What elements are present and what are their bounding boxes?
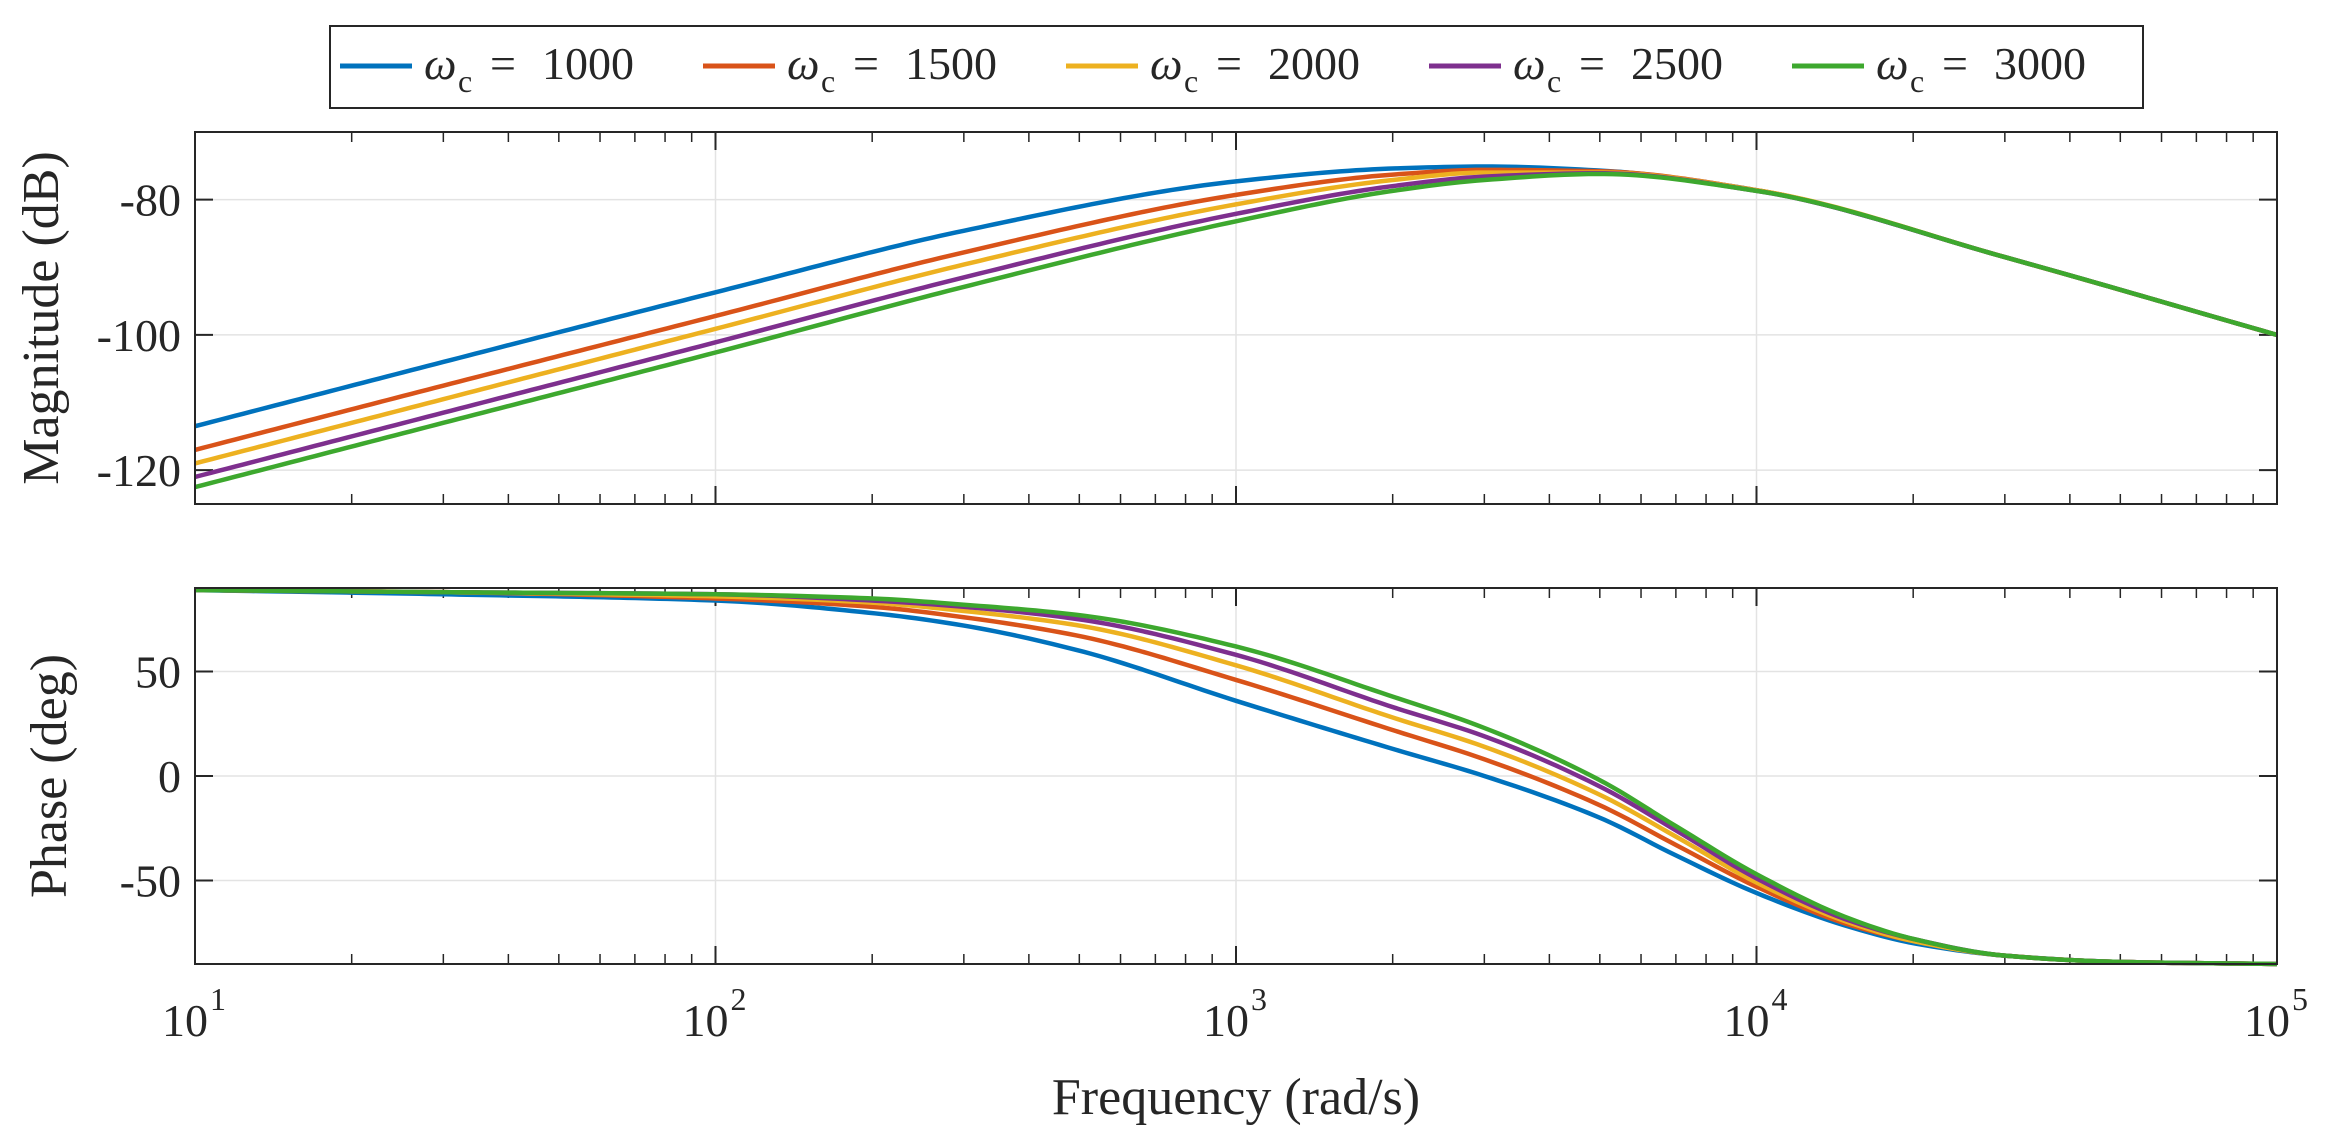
ph-series-line-5 (194, 587, 2278, 967)
legend-omega: ω (1876, 38, 1908, 89)
phase-subplot: 50 0 -50 Phase (deg) (21, 587, 2278, 967)
ph-y-tick-label: -50 (120, 855, 181, 906)
mag-y-tick-label: -100 (97, 310, 181, 361)
legend-equals: = (1942, 38, 1968, 89)
x-tick-label: 10 5 (2244, 981, 2308, 1046)
x-tick-label: 10 2 (683, 981, 747, 1046)
legend-omega: ω (1513, 38, 1545, 89)
x-tick-labels: 10 1 10 2 10 3 10 4 10 5 (162, 981, 2308, 1046)
x-tick-label-base: 10 (683, 995, 729, 1046)
legend-subscript: c (1184, 63, 1198, 99)
mag-y-tick-label: -80 (120, 175, 181, 226)
legend-value: 1500 (905, 38, 997, 89)
x-tick-label: 10 4 (1724, 981, 1788, 1046)
legend-equals: = (1579, 38, 1605, 89)
x-axis-title: Frequency (rad/s) (1052, 1069, 1420, 1126)
mag-y-tick-label: -120 (97, 445, 181, 496)
x-tick-label-exponent: 5 (2292, 981, 2308, 1017)
x-tick-label-base: 10 (162, 995, 208, 1046)
legend-equals: = (490, 38, 516, 89)
phase-ylabel: Phase (deg) (21, 654, 78, 898)
legend-entry: ω c = 1500 (703, 38, 997, 99)
legend-value: 1000 (542, 38, 634, 89)
legend-subscript: c (1547, 63, 1561, 99)
legend: ω c = 1000 ω c = 1500 ω c = 2000 ω c = 2500 ω c = 3000 (329, 25, 2144, 109)
magnitude-ylabel: Magnitude (dB) (13, 151, 70, 485)
legend-subscript: c (458, 63, 472, 99)
x-tick-label: 10 3 (1203, 981, 1267, 1046)
legend-entry: ω c = 3000 (1792, 38, 2086, 99)
legend-omega: ω (1150, 38, 1182, 89)
legend-omega: ω (787, 38, 819, 89)
legend-value: 2500 (1631, 38, 1723, 89)
legend-value: 3000 (1994, 38, 2086, 89)
ph-y-tick-label: 50 (135, 647, 181, 698)
x-tick-label: 10 1 (162, 981, 226, 1046)
x-tick-label-exponent: 4 (1772, 981, 1788, 1017)
legend-subscript: c (821, 63, 835, 99)
legend-equals: = (1216, 38, 1242, 89)
legend-equals: = (853, 38, 879, 89)
legend-entry: ω c = 2500 (1429, 38, 1723, 99)
legend-entry: ω c = 2000 (1066, 38, 1360, 99)
x-tick-label-exponent: 3 (1251, 981, 1267, 1017)
x-tick-label-exponent: 1 (210, 981, 226, 1017)
x-tick-label-base: 10 (1724, 995, 1770, 1046)
x-tick-label-base: 10 (1203, 995, 1249, 1046)
magnitude-subplot: -80 -100 -120 Magnitude (dB) (13, 131, 2278, 505)
legend-subscript: c (1910, 63, 1924, 99)
legend-entry: ω c = 1000 (340, 38, 634, 99)
legend-omega: ω (424, 38, 456, 89)
mag-series-line-5 (194, 171, 2278, 490)
legend-value: 2000 (1268, 38, 1360, 89)
x-tick-label-exponent: 2 (731, 981, 747, 1017)
x-tick-label-base: 10 (2244, 995, 2290, 1046)
ph-y-tick-label: 0 (158, 751, 181, 802)
